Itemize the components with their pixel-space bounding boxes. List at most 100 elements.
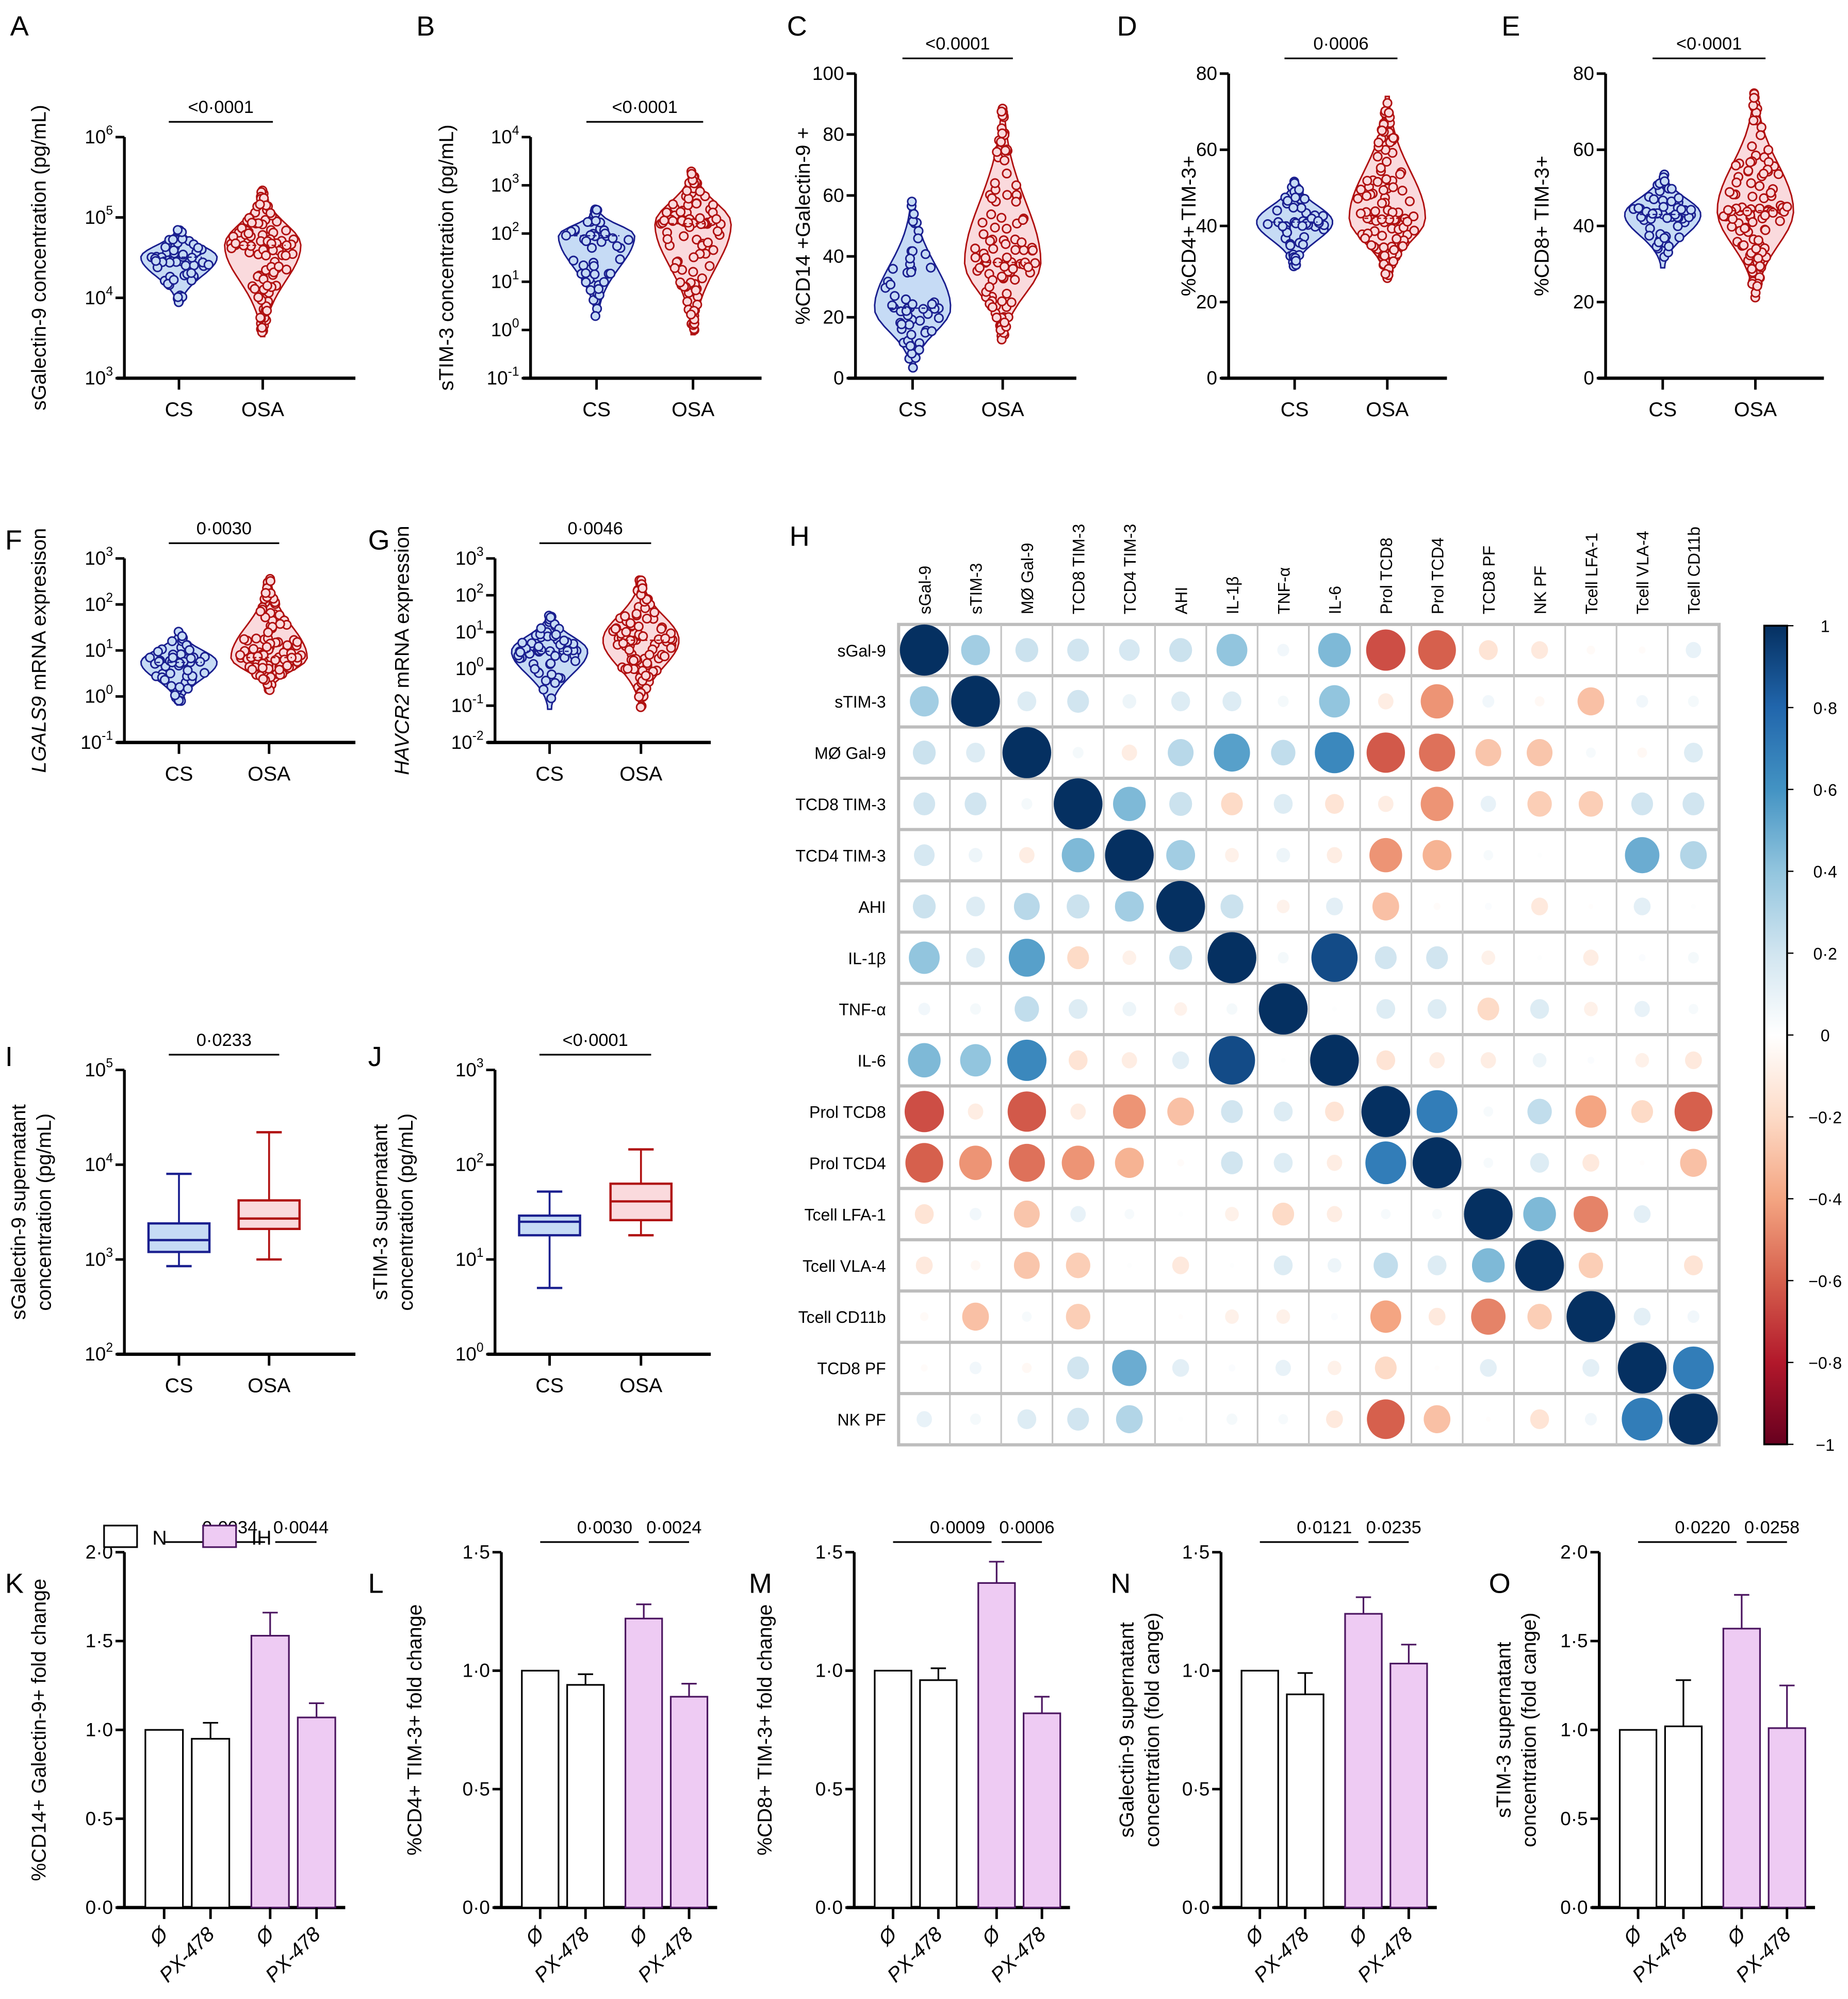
correlation-circle — [1017, 691, 1037, 712]
panel-letter: F — [5, 525, 22, 556]
correlation-circle — [1483, 1106, 1494, 1117]
data-point — [675, 207, 686, 217]
correlation-circle — [1278, 695, 1289, 707]
data-point — [1027, 245, 1038, 255]
correlation-circle — [1537, 955, 1542, 960]
data-point — [669, 263, 680, 273]
data-point — [581, 277, 591, 287]
data-point — [631, 609, 642, 619]
data-point — [1758, 169, 1769, 179]
y-tick-label: 102 — [491, 220, 519, 244]
correlation-circle — [1258, 983, 1308, 1035]
data-point — [1278, 221, 1288, 232]
bar-n — [191, 1738, 231, 1909]
correlation-circle — [1122, 1002, 1137, 1017]
y-tick-label: 0·0 — [1560, 1897, 1588, 1918]
data-point — [282, 640, 292, 650]
correlation-circle — [1420, 684, 1453, 719]
data-point — [1002, 252, 1012, 263]
correlation-circle — [1168, 739, 1194, 766]
correlation-circle — [959, 1145, 992, 1180]
correlation-circle — [1169, 945, 1192, 970]
data-point — [1404, 196, 1415, 206]
correlation-circle — [1688, 952, 1699, 964]
correlation-circle — [1482, 695, 1495, 708]
colorbar-tick-label: 0·4 — [1813, 863, 1837, 881]
p-value: <0·0001 — [1676, 34, 1742, 54]
data-point — [1377, 125, 1387, 136]
column-label: sGal-9 — [915, 566, 934, 614]
colorbar-tick-label: 0 — [1821, 1026, 1830, 1045]
x-tick-label: CS — [535, 762, 564, 785]
correlation-circle — [1277, 899, 1290, 913]
p-value: <0·0001 — [562, 1030, 628, 1050]
data-point — [996, 212, 1007, 223]
row-label: Tcell LFA-1 — [805, 1205, 886, 1224]
correlation-circle — [917, 1411, 932, 1428]
correlation-circle — [1007, 1091, 1046, 1132]
data-point — [642, 613, 652, 624]
data-point — [550, 651, 560, 661]
data-point — [885, 280, 896, 290]
correlation-circle — [1483, 850, 1494, 861]
y-axis-label: %CD4+ TIM-3+ — [1178, 156, 1200, 297]
y-tick-label: 106 — [85, 124, 113, 148]
y-tick-label: 100 — [455, 656, 484, 679]
x-tick-label: Ø — [1344, 1922, 1373, 1951]
data-point — [610, 624, 620, 634]
data-point — [1752, 281, 1762, 291]
y-tick-label: 1·5 — [86, 1630, 113, 1651]
correlation-circle — [1126, 1263, 1132, 1268]
data-point — [1298, 239, 1308, 250]
x-tick-label: CS — [1281, 398, 1309, 421]
data-point — [591, 216, 601, 226]
data-point — [1392, 234, 1402, 244]
correlation-circle — [1635, 1053, 1649, 1068]
correlation-circle — [1169, 792, 1192, 816]
correlation-circle — [1412, 1137, 1462, 1189]
y-tick-label: 1·0 — [1182, 1660, 1209, 1681]
correlation-circle — [1375, 1356, 1397, 1380]
panel-letter: O — [1489, 1568, 1511, 1599]
data-point — [634, 692, 644, 702]
data-point — [1377, 231, 1387, 241]
correlation-circle — [1208, 1036, 1255, 1085]
data-point — [243, 228, 254, 239]
y-axis-label: sTIM-3 supernatant — [369, 1124, 392, 1300]
x-tick-label: Ø — [624, 1922, 653, 1951]
correlation-circle — [1171, 691, 1190, 712]
bar-n — [874, 1669, 912, 1909]
data-point — [181, 260, 191, 271]
correlation-circle — [1332, 1006, 1337, 1012]
data-point — [170, 690, 180, 700]
y-tick-label: 103 — [455, 545, 484, 569]
data-point — [165, 668, 175, 679]
data-point — [625, 618, 635, 628]
legend-swatch-ih — [202, 1525, 237, 1548]
correlation-circle — [1527, 791, 1552, 817]
y-tick-label: 20 — [823, 307, 844, 328]
data-point — [1381, 156, 1392, 167]
data-point — [980, 253, 991, 263]
correlation-circle — [1007, 1039, 1046, 1081]
y-axis-label: %CD8+ TIM-3+ — [1530, 156, 1553, 297]
data-point — [659, 215, 669, 226]
data-point — [1388, 133, 1398, 143]
data-point — [1763, 145, 1774, 155]
data-point — [662, 234, 673, 244]
data-point — [1263, 219, 1273, 230]
data-point — [1384, 107, 1394, 118]
p-value: 0·0006 — [999, 1518, 1054, 1537]
data-point — [612, 241, 623, 251]
correlation-circle — [970, 1003, 982, 1015]
data-point — [1663, 241, 1674, 252]
panel-M: M0·00·51·01·5%CD8+ TIM-3+ fold changeØPX… — [749, 1518, 1070, 1987]
panel-letter: K — [5, 1568, 24, 1599]
x-tick-label: Ø — [1618, 1922, 1647, 1951]
y-tick-label: 40 — [1573, 215, 1594, 236]
data-point — [263, 627, 273, 637]
data-point — [914, 345, 924, 355]
correlation-circle — [1008, 1143, 1045, 1182]
bar-ih — [625, 1617, 663, 1909]
data-point — [906, 267, 917, 277]
